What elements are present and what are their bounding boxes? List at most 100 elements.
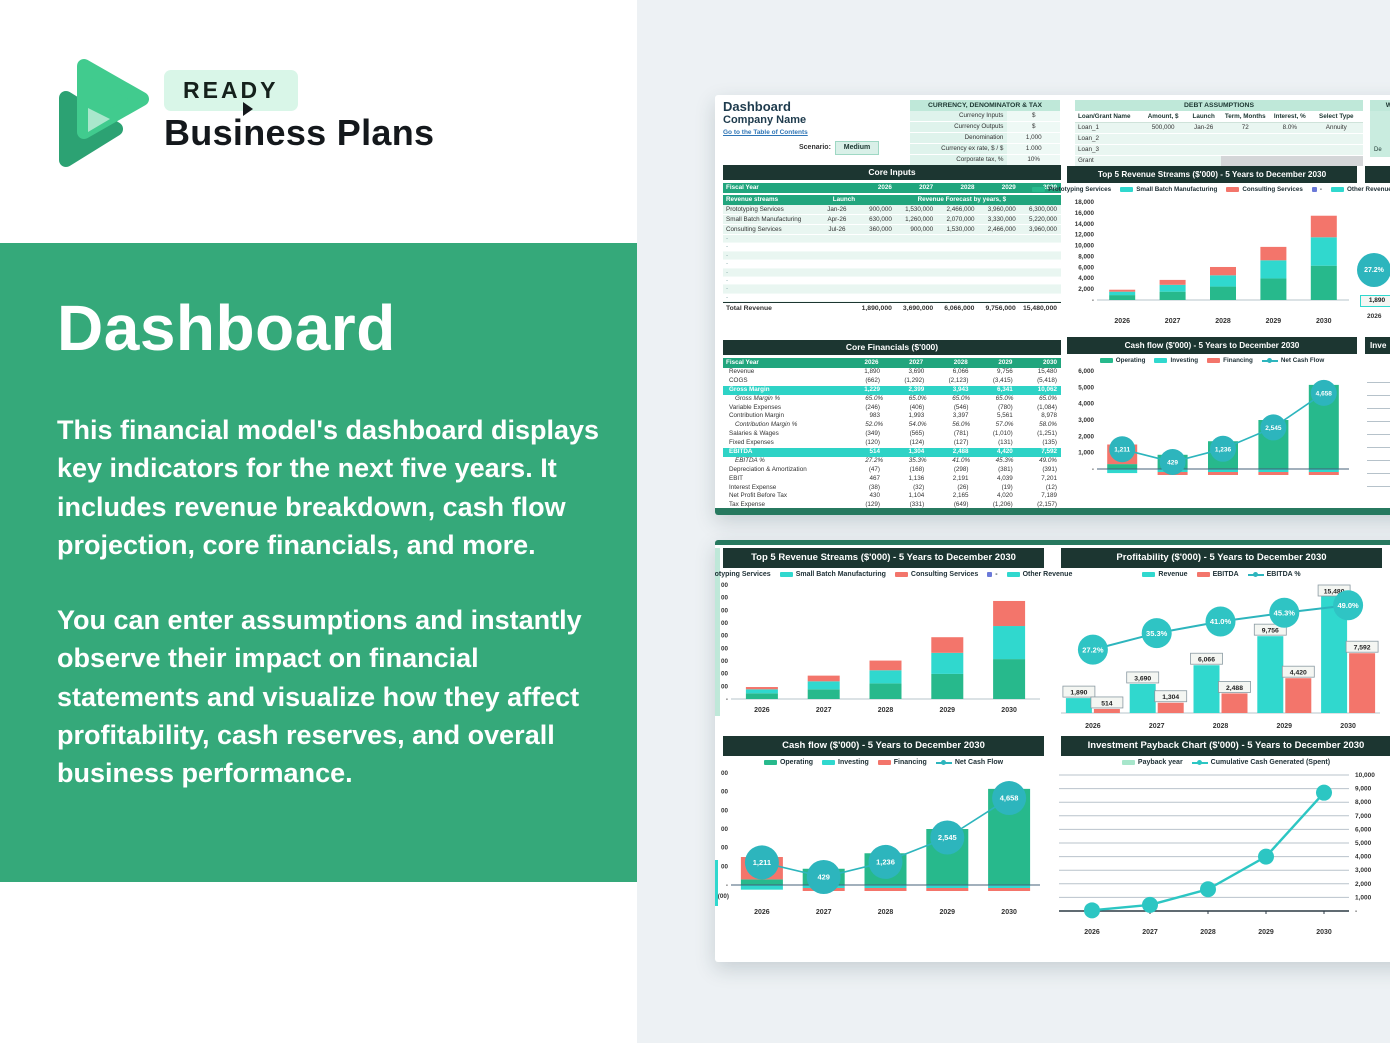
chart-title: Top 5 Revenue Streams ($'000) - 5 Years … (723, 548, 1044, 568)
svg-text:2026: 2026 (754, 909, 770, 916)
legend-item: Prototyping Services (1032, 186, 1111, 193)
chart-plot: 1,000 2,000 3,000 4,000 5,000 6,000 - 1,211 429 1… (1078, 368, 1349, 475)
legend-item: Small Batch Manufacturing (1120, 186, 1217, 193)
financial-row: EBITDA 514 1,304 2,488 4,420 7,592 (723, 448, 1061, 457)
svg-text:2028: 2028 (1215, 318, 1231, 325)
c2cash-chart: Cash flow ($'000) - 5 Years to December … (715, 736, 1052, 926)
empty-stream-row: - (723, 235, 1061, 244)
currency-row: Currency Outputs $ (910, 122, 1060, 133)
svg-text:-: - (726, 882, 728, 889)
brand-logo: READY Business Plans (52, 56, 472, 186)
section-divider-strip (715, 540, 1390, 545)
svg-text:00: 00 (721, 633, 729, 640)
svg-text:2026: 2026 (1114, 318, 1130, 325)
revenue-label-cropped: 1,890 (1360, 295, 1390, 307)
empty-stream-row: - (723, 251, 1061, 261)
financial-row: Fixed Expenses (120) (124) (127) (131) (135) (729, 439, 1058, 447)
svg-text:00: 00 (721, 789, 729, 796)
svg-text:15,480: 15,480 (1324, 589, 1345, 596)
debt-row: Loan_1 500,000 Jan-26 72 8.0% Annuity (1075, 123, 1363, 134)
svg-text:8,000: 8,000 (1355, 799, 1372, 806)
legend-item: Operating (763, 759, 813, 766)
legend-item: Revenue (1142, 571, 1188, 578)
svg-text:9,756: 9,756 (1262, 628, 1279, 635)
svg-text:7,000: 7,000 (1355, 813, 1372, 820)
svg-text:3,000: 3,000 (1078, 417, 1094, 424)
financial-row: Gross Margin % 65.0% 65.0% 65.0% 65.0% 65.0% (735, 394, 1057, 402)
working-panel-body: A De (1370, 111, 1390, 157)
svg-text:1,890: 1,890 (1070, 690, 1087, 697)
legend-item: Investing (822, 759, 869, 766)
svg-text:2030: 2030 (1316, 318, 1332, 325)
empty-stream-row: - (723, 277, 1061, 286)
svg-text:2026: 2026 (1085, 723, 1101, 730)
svg-text:27.2%: 27.2% (1082, 645, 1104, 654)
svg-text:(00): (00) (718, 893, 729, 900)
c2pay-chart: Investment Payback Chart ($'000) - 5 Yea… (1053, 736, 1390, 936)
empty-stream-row: - (723, 268, 1061, 277)
svg-text:2027: 2027 (1165, 318, 1181, 325)
svg-text:1,236: 1,236 (876, 857, 895, 866)
chart-plot: 00 00 00 00 00 00 - (00) 1,211 429 1,236 2,545 4,658… (718, 770, 1040, 916)
svg-text:35.3%: 35.3% (1146, 629, 1168, 638)
svg-text:10,000: 10,000 (1075, 243, 1095, 250)
financial-row: Tax Expense (129) (331) (649) (1,206) (2,157) (729, 501, 1058, 509)
scenario-label: Scenario: (799, 144, 831, 151)
chart-legend: Prototyping Services Small Batch Manufact… (1032, 183, 1390, 196)
legend-item: Payback year (1121, 759, 1183, 766)
payback-chart-cropped-header: Inve (1365, 337, 1390, 354)
table-of-contents-link[interactable]: Go to the Table of Contents (723, 129, 808, 137)
svg-text:18,000: 18,000 (1075, 199, 1095, 206)
svg-text:10,000: 10,000 (1355, 772, 1375, 779)
legend-item: - (1311, 186, 1322, 193)
svg-text:2,545: 2,545 (1265, 425, 1282, 432)
financial-row: Contribution Margin 983 1,993 3,397 5,561 8,9… (729, 412, 1058, 420)
svg-text:2030: 2030 (1001, 909, 1017, 916)
streams-header-row: Revenue streams Launch Revenue Forecast by… (723, 195, 1061, 205)
svg-text:4,000: 4,000 (1078, 275, 1094, 282)
svg-text:00: 00 (721, 807, 729, 814)
svg-text:2030: 2030 (1001, 707, 1017, 714)
svg-text:1,211: 1,211 (753, 858, 771, 867)
profitability-chart-cropped-header (1365, 166, 1390, 183)
svg-text:14,000: 14,000 (1075, 221, 1095, 228)
svg-text:2029: 2029 (940, 707, 956, 714)
legend-item: Prototyping Services (715, 571, 771, 578)
svg-text:4,000: 4,000 (1355, 854, 1372, 861)
chart-plot: 2,000 4,000 6,000 8,000 10,000 12,000 14,000 16… (1075, 199, 1349, 325)
svg-text:6,066: 6,066 (1198, 657, 1215, 664)
svg-text:2028: 2028 (878, 707, 894, 714)
scenario-select[interactable]: Medium (835, 141, 879, 155)
debt-assumptions-panel: DEBT ASSUMPTIONS Loan/Grant Name Amount, … (1075, 100, 1363, 167)
chart-title: Investment Payback Chart ($'000) - 5 Yea… (1061, 736, 1390, 756)
svg-text:2026: 2026 (1084, 929, 1100, 936)
financial-row: EBITDA % 27.2% 35.3% 41.0% 45.3% 49.0% (735, 456, 1057, 464)
svg-text:5,000: 5,000 (1078, 384, 1094, 391)
debt-row: Loan_2 (1075, 134, 1363, 145)
working-panel-title-fragment: WOR (1370, 100, 1390, 111)
svg-text:7,592: 7,592 (1354, 645, 1371, 652)
svg-text:00: 00 (721, 671, 729, 678)
svg-text:-: - (1092, 466, 1094, 473)
chart-legend: Payback year Cumulative Cash Generated (S… (1053, 756, 1390, 769)
chart-plot: 1,890 514 3,690 1,304 6,066 2,488 9,756 4,420 15… (1061, 584, 1380, 730)
play-triangles-icon (59, 59, 149, 167)
svg-text:-: - (1092, 297, 1094, 304)
svg-text:00: 00 (721, 595, 729, 602)
core-inputs-table: Core Inputs Fiscal Year 2026 2027 2028 2029 2… (723, 165, 1061, 314)
working-capital-panel-cropped: WOR A De (1370, 100, 1390, 157)
financial-row: EBIT 467 1,136 2,191 4,039 7,201 (729, 474, 1058, 482)
hero-panel: Dashboard This financial model's dashboa… (0, 243, 637, 882)
working-panel-text-b: De (1374, 147, 1382, 153)
svg-text:6,000: 6,000 (1078, 264, 1094, 271)
dashboard-screenshot-bottom: Top 5 Revenue Streams ($'000) - 5 Years … (715, 540, 1390, 962)
svg-text:2028: 2028 (878, 909, 894, 916)
svg-text:2026: 2026 (754, 707, 770, 714)
legend-item: EBITDA % (1247, 571, 1301, 578)
svg-text:2,000: 2,000 (1078, 433, 1094, 440)
svg-text:-: - (1355, 908, 1357, 915)
crop-artifact-teal-edge (715, 860, 718, 906)
svg-text:2027: 2027 (816, 909, 832, 916)
svg-text:-: - (726, 696, 728, 703)
total-revenue-row: Total Revenue 1,890,000 3,690,000 6,066,000… (723, 302, 1061, 314)
